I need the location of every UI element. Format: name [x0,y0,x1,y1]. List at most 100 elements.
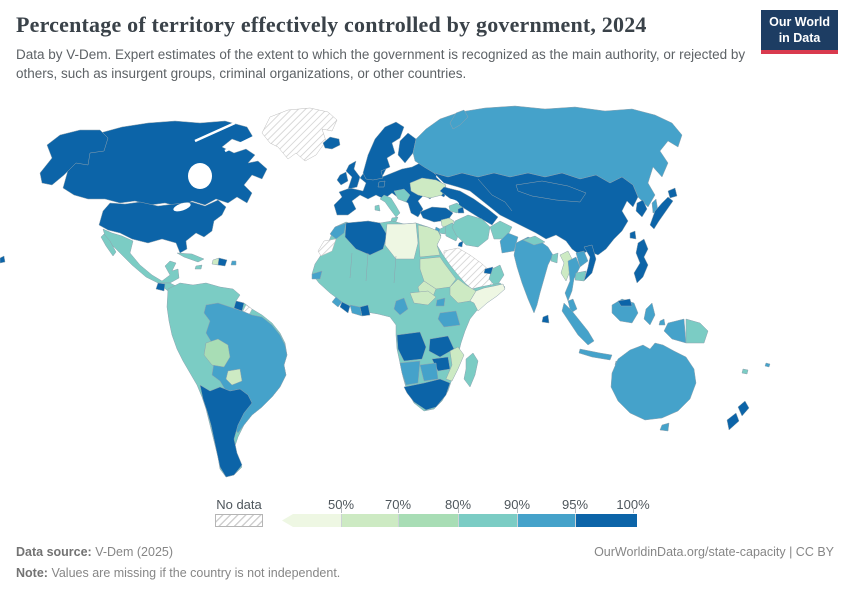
region-new-guinea-west[interactable] [663,318,687,344]
region-paraguay[interactable] [225,368,243,386]
region-ireland[interactable] [336,171,349,186]
region-greenland[interactable] [261,107,338,162]
region-hawaii[interactable] [0,255,6,264]
region-denmark[interactable] [377,180,386,188]
legend-swatch-90-95[interactable] [517,514,575,527]
legend-color-bar[interactable] [282,514,637,527]
region-botswana[interactable] [419,362,439,382]
region-sabah-brunei[interactable] [617,298,633,307]
region-papua-new-guinea[interactable] [685,318,709,344]
region-japan[interactable] [649,196,674,230]
region-sardinia[interactable] [374,204,381,212]
region-tasmania[interactable] [659,422,670,432]
legend-no-data-label: No data [216,497,262,512]
region-vietnam[interactable] [583,244,597,282]
region-cameroon[interactable] [393,297,409,316]
region-sudan[interactable] [419,256,457,290]
region-hokkaido[interactable] [667,187,678,199]
data-source-line: Data source: V-Dem (2025) [16,545,173,559]
region-morocco[interactable] [329,222,347,240]
region-new-zealand-north[interactable] [737,400,750,417]
region-philippines[interactable] [633,238,649,284]
region-nepal[interactable] [522,235,546,246]
region-australia[interactable] [610,342,697,421]
region-moluccas[interactable] [658,318,666,326]
owid-logo[interactable]: Our World in Data [761,10,838,55]
region-uganda[interactable] [435,297,446,307]
region-mexico[interactable] [102,228,180,284]
legend-no-data-swatch[interactable] [215,514,263,527]
region-korea[interactable] [635,199,648,218]
region-egypt[interactable] [417,224,442,258]
region-libya[interactable] [384,222,419,260]
region-algeria[interactable] [344,220,388,256]
region-iran[interactable] [451,214,491,248]
border-mongolia [515,180,587,203]
legend-swatch-50-70[interactable] [341,514,398,527]
legend-swatch-70-80[interactable] [398,514,458,527]
map-legend: No data 50% 70% 80% 90% 95% 100% [0,497,850,531]
region-baja-california[interactable] [100,233,117,257]
region-fiji[interactable] [764,362,771,368]
region-turkmenistan-uzbekistan[interactable] [439,186,499,226]
region-oman[interactable] [488,264,505,288]
region-somalia[interactable] [469,283,506,312]
legend-swatch-95-100[interactable] [575,514,637,527]
region-balkans[interactable] [393,188,411,203]
region-finland[interactable] [397,132,417,164]
region-dominican-republic[interactable] [217,257,228,267]
region-italy[interactable] [379,194,401,218]
region-ukraine[interactable] [409,177,447,199]
region-ivory-coast[interactable] [349,304,363,317]
region-laos[interactable] [575,250,589,268]
region-canada[interactable] [62,120,268,208]
region-uk[interactable] [345,160,361,190]
region-angola[interactable] [396,331,427,362]
hudson-bay [188,163,212,189]
region-iceland[interactable] [322,136,341,150]
note-value: Values are missing if the country is not… [51,566,341,580]
region-bangladesh[interactable] [550,252,559,264]
region-central-african-republic[interactable] [409,290,437,306]
region-senegal[interactable] [311,270,323,280]
region-guatemala[interactable] [155,282,166,292]
region-sierra-leone[interactable] [331,296,343,308]
region-argentina-chile[interactable] [199,384,253,478]
region-bolivia[interactable] [203,338,231,368]
region-sumatra[interactable] [561,302,595,346]
region-usa[interactable] [98,199,227,254]
region-taiwan[interactable] [629,230,637,240]
region-cuba[interactable] [176,252,205,263]
region-madagascar[interactable] [463,352,479,388]
region-mozambique[interactable] [445,346,465,382]
region-kuwait[interactable] [457,240,464,248]
region-novaya-zemlya[interactable] [449,109,469,130]
region-liberia[interactable] [339,301,351,314]
region-thailand[interactable] [564,256,581,302]
region-azerbaijan[interactable] [457,206,465,214]
region-sulawesi[interactable] [643,302,656,326]
region-sri-lanka[interactable] [541,314,550,324]
region-new-caledonia[interactable] [741,368,749,375]
region-java[interactable] [578,348,613,361]
region-namibia[interactable] [399,360,421,386]
region-jamaica[interactable] [194,264,203,270]
region-india[interactable] [513,236,554,314]
owid-link[interactable]: OurWorldinData.org/state-capacity | CC B… [594,545,834,559]
legend-swatch-80-90[interactable] [458,514,517,527]
region-uae[interactable] [483,266,494,275]
region-tanzania[interactable] [437,310,461,328]
region-south-africa[interactable] [403,378,451,411]
region-zambia[interactable] [428,335,455,358]
region-new-zealand-south[interactable] [726,412,740,431]
owid-logo-line1: Our World [769,15,830,29]
great-lakes [173,202,191,212]
region-puerto-rico[interactable] [230,260,237,266]
region-turkey[interactable] [419,206,454,223]
region-china-central-asia[interactable] [433,172,639,256]
region-western-sahara[interactable] [317,238,337,257]
region-alaska[interactable] [39,129,109,186]
region-cambodia[interactable] [574,270,587,282]
region-scandinavia[interactable] [362,121,405,181]
legend-swatch-under50[interactable] [282,514,341,527]
